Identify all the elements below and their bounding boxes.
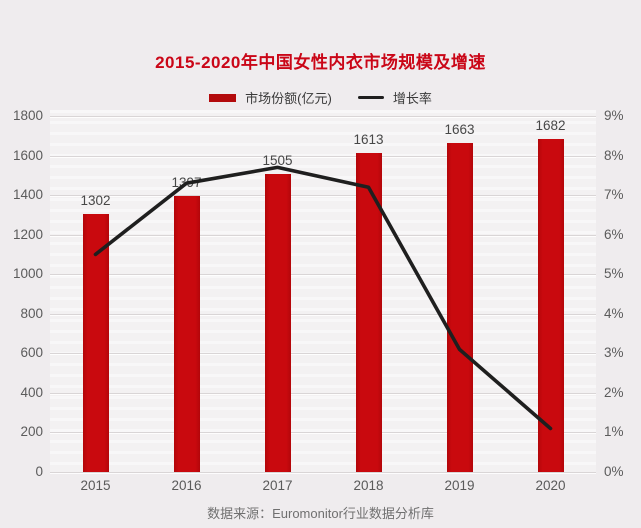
y-axis-tick-left: 200 xyxy=(20,424,43,440)
y-axis-tick-left: 400 xyxy=(20,384,43,400)
bar-2017 xyxy=(264,174,291,472)
y-axis-tick-left: 1800 xyxy=(12,108,43,123)
legend-item-market-share: 市场份额(亿元) xyxy=(209,88,332,107)
bar-2016 xyxy=(173,195,200,472)
gridline xyxy=(50,313,596,315)
bar-value-label-2020: 1682 xyxy=(535,118,566,134)
gridline xyxy=(50,472,596,473)
y-axis-tick-right: 0% xyxy=(604,464,624,479)
gridline xyxy=(50,392,596,394)
bar-2015 xyxy=(82,214,109,472)
bar-2020 xyxy=(537,139,564,472)
x-axis-tick-2019: 2019 xyxy=(444,478,475,493)
legend-label-growth-rate: 增长率 xyxy=(392,91,432,106)
y-axis-tick-right: 2% xyxy=(604,384,624,400)
gridline xyxy=(50,234,596,236)
red-bar-swatch-icon xyxy=(209,93,237,102)
gridline xyxy=(50,195,596,197)
y-axis-tick-left: 1400 xyxy=(12,187,43,203)
x-axis-tick-2020: 2020 xyxy=(535,478,566,493)
y-axis-tick-left: 0 xyxy=(35,464,43,479)
y-axis-tick-right: 7% xyxy=(604,187,624,203)
x-axis-tick-2015: 2015 xyxy=(80,478,111,493)
x-axis-tick-2016: 2016 xyxy=(171,478,202,493)
y-axis-tick-right: 8% xyxy=(604,147,624,163)
legend-item-growth-rate: 增长率 xyxy=(357,88,432,107)
gridline xyxy=(50,155,596,157)
bar-2019 xyxy=(446,143,473,472)
gridline xyxy=(50,274,596,276)
chart-title: 2015-2020年中国女性内衣市场规模及增速 xyxy=(155,53,486,72)
y-axis-tick-left: 800 xyxy=(20,305,43,321)
growth-rate-line xyxy=(93,165,553,431)
gridline xyxy=(50,116,596,117)
y-axis-tick-right: 6% xyxy=(604,226,624,242)
y-axis-tick-right: 9% xyxy=(604,108,624,123)
x-axis-tick-2017: 2017 xyxy=(262,478,293,493)
source-note: 数据来源：Euromonitor行业数据分析库 xyxy=(207,506,434,521)
y-axis-tick-right: 4% xyxy=(604,305,624,321)
gridline xyxy=(50,353,596,355)
y-axis-tick-left: 1200 xyxy=(12,226,43,242)
y-axis-tick-right: 1% xyxy=(604,424,624,440)
plot-background xyxy=(50,110,596,473)
y-axis-tick-left: 600 xyxy=(20,345,43,361)
legend-label-market-share: 市场份额(亿元) xyxy=(245,91,332,106)
bar-value-label-2018: 1613 xyxy=(353,131,384,147)
y-axis-tick-left: 1000 xyxy=(12,266,43,282)
black-line-swatch-icon xyxy=(357,96,384,99)
y-axis-tick-right: 5% xyxy=(604,266,624,282)
bar-value-label-2019: 1663 xyxy=(444,122,475,138)
x-axis-tick-2018: 2018 xyxy=(353,478,384,493)
gridline xyxy=(50,432,596,434)
bar-value-label-2017: 1505 xyxy=(262,153,293,169)
y-axis-tick-right: 3% xyxy=(604,345,624,361)
bar-value-label-2015: 1302 xyxy=(80,193,111,209)
y-axis-tick-left: 1600 xyxy=(12,147,43,163)
legend: 市场份额(亿元) 增长率 xyxy=(0,88,641,107)
